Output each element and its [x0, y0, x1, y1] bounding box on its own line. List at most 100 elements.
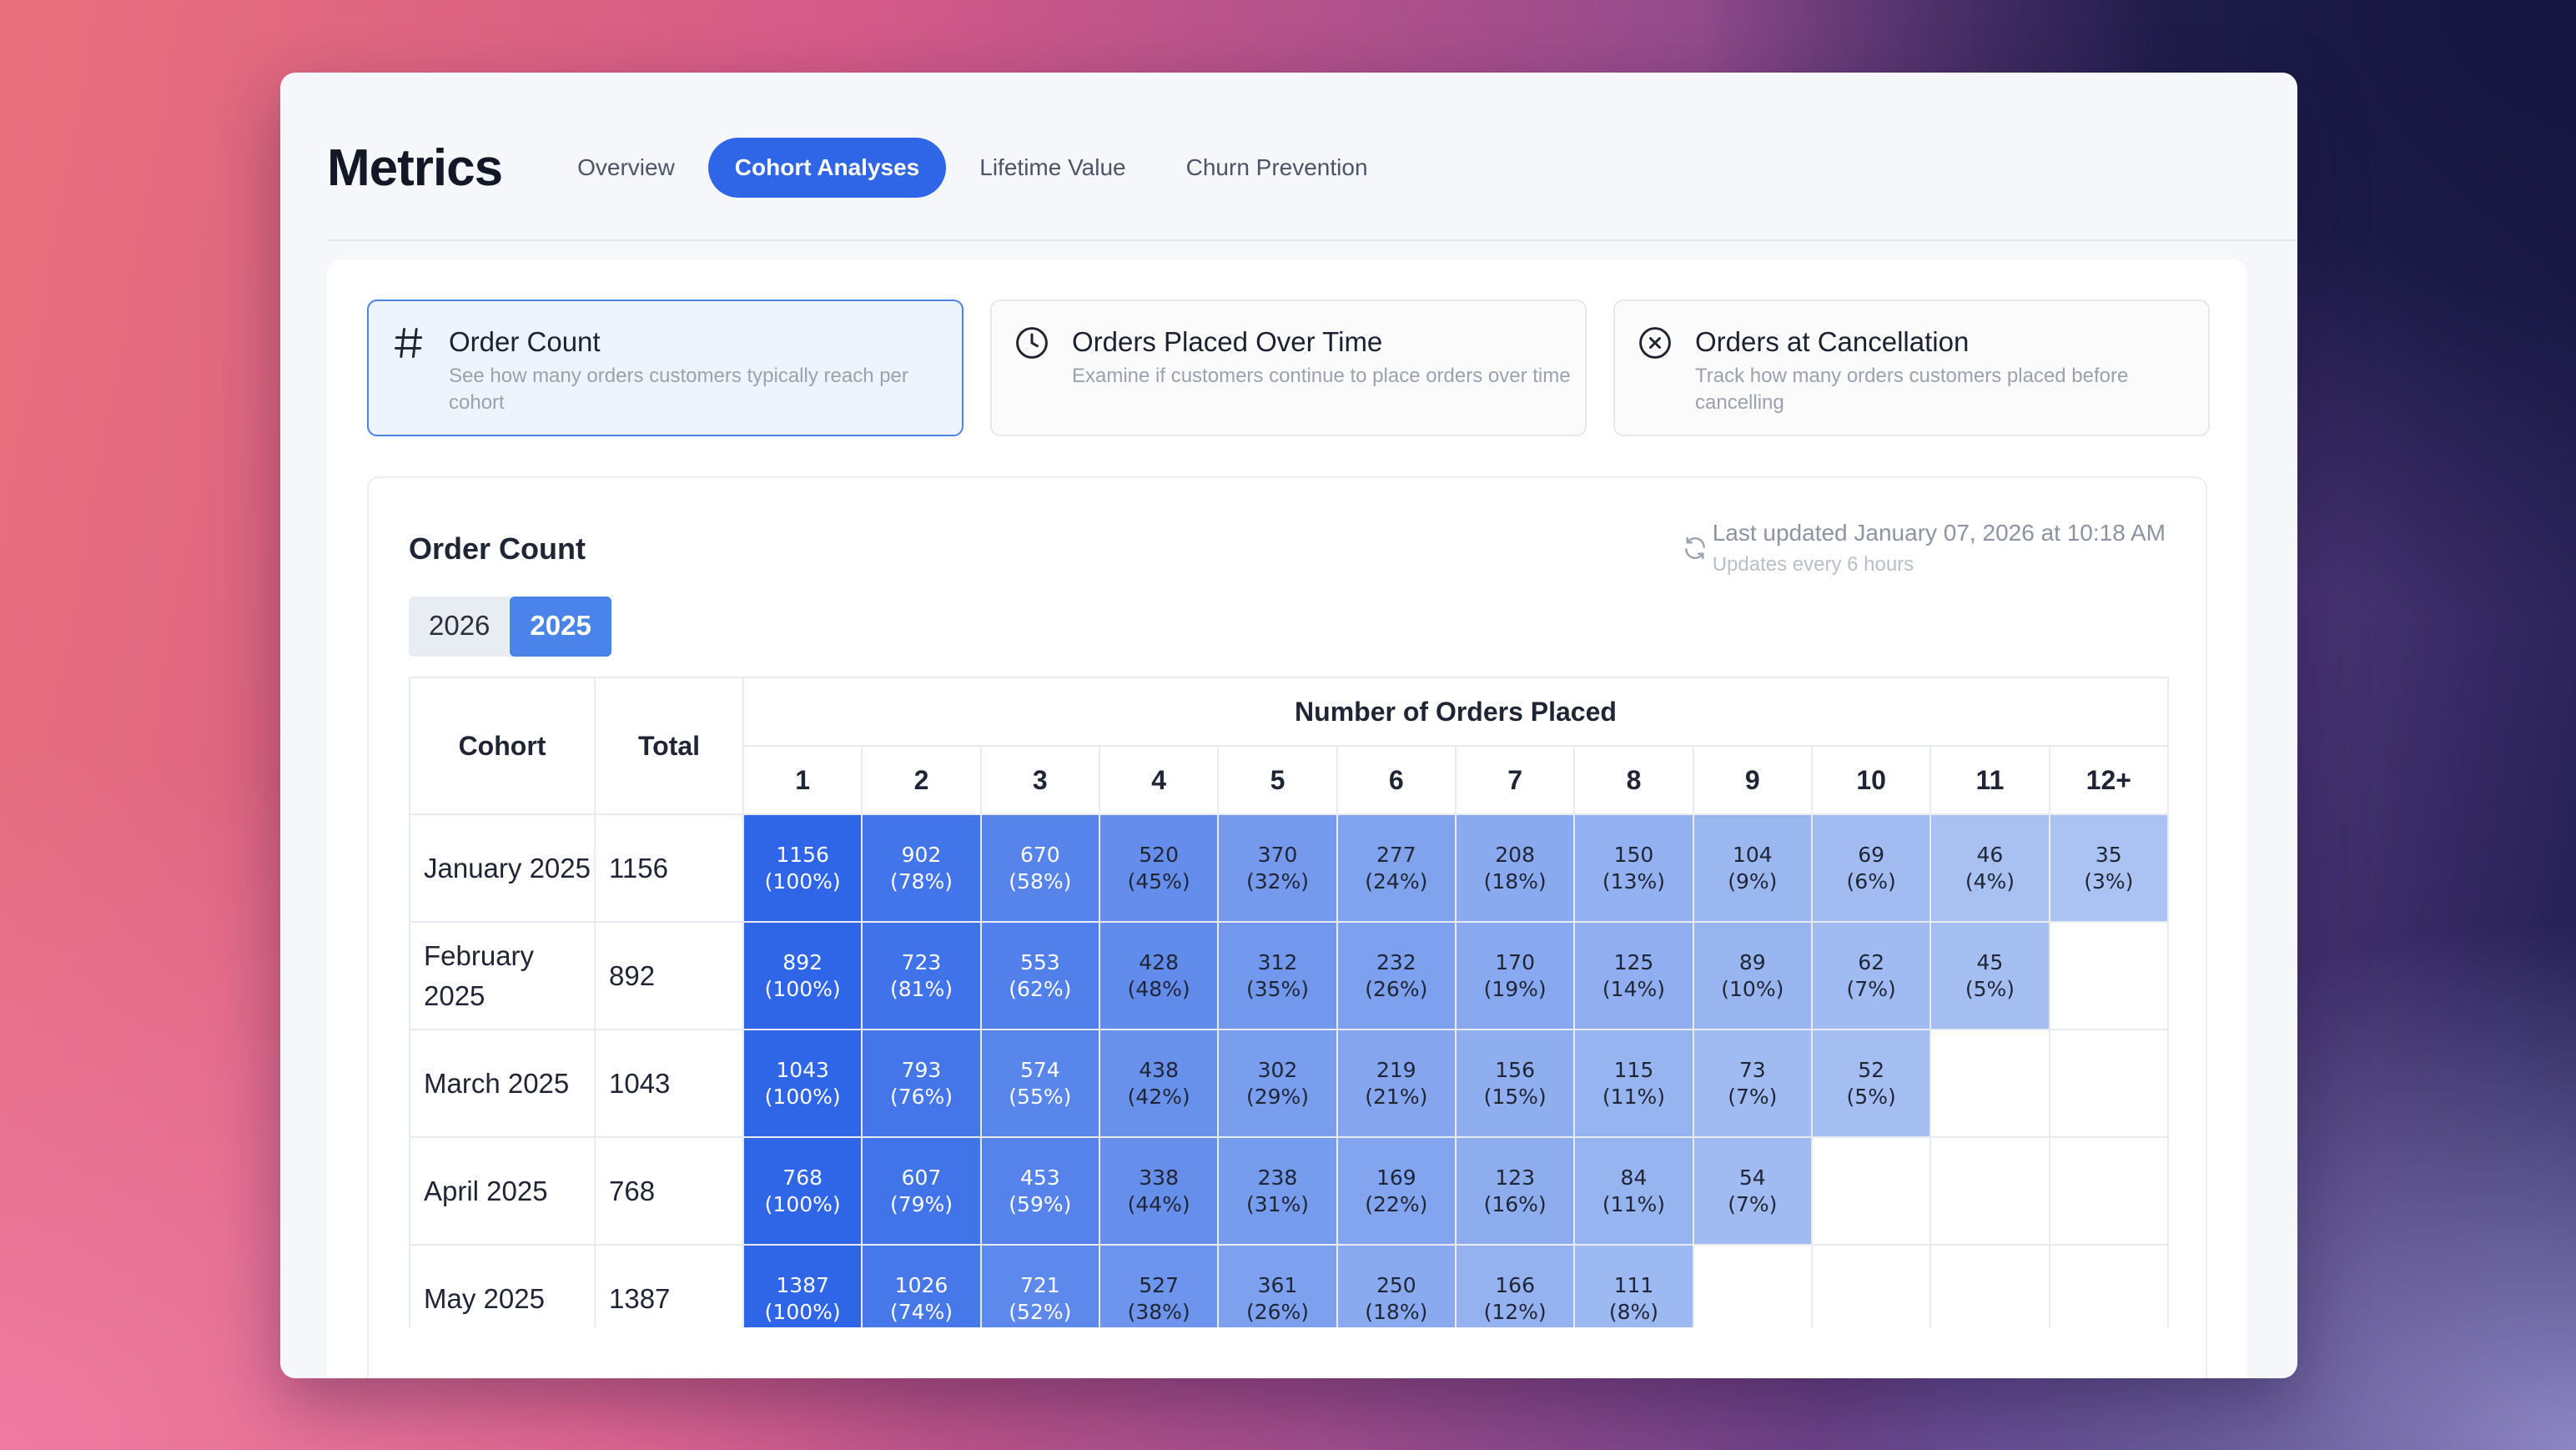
year-button-2025[interactable]: 2025	[510, 597, 611, 657]
tab-churn-prevention[interactable]: Churn Prevention	[1185, 154, 1368, 180]
tab-overview[interactable]: Overview	[577, 154, 675, 180]
heatmap-cell: 312 (35%)	[1217, 921, 1338, 1030]
heatmap-cell: 277 (24%)	[1336, 813, 1457, 923]
cell-percent: (11%)	[1602, 1084, 1665, 1109]
year-toggle: 2026 2025	[409, 597, 611, 657]
cell-count: 1387	[776, 1272, 829, 1297]
cell-count: 370	[1257, 842, 1298, 867]
clock-icon	[1016, 327, 1048, 359]
heatmap-cell: 302 (29%)	[1217, 1029, 1338, 1138]
cell-count: 302	[1257, 1057, 1298, 1082]
cohort-label: January 2025	[409, 813, 596, 923]
card-orders-over-time[interactable]: Orders Placed Over Time Examine if custo…	[990, 300, 1587, 436]
heatmap-cell: 670 (58%)	[979, 813, 1100, 923]
heatmap-cell: 453 (59%)	[979, 1136, 1100, 1246]
heatmap-cell: 125 (14%)	[1573, 921, 1694, 1030]
cell-percent: (11%)	[1602, 1191, 1665, 1216]
cohort-total: 768	[594, 1136, 744, 1246]
cell-percent: (45%)	[1127, 868, 1190, 894]
card-orders-at-cancellation[interactable]: Orders at Cancellation Track how many or…	[1613, 300, 2210, 436]
column-header-orders-5: 5	[1217, 745, 1338, 815]
tab-lifetime-value[interactable]: Lifetime Value	[979, 154, 1126, 180]
heatmap-cell: 238 (31%)	[1217, 1136, 1338, 1246]
last-updated-text: Last updated January 07, 2026 at 10:18 A…	[1712, 520, 2166, 546]
cell-percent: (81%)	[889, 976, 953, 1001]
tab-cohort-analyses[interactable]: Cohort Analyses	[707, 138, 947, 198]
cell-percent: (26%)	[1245, 1299, 1310, 1324]
heatmap-cell: 89 (10%)	[1692, 921, 1813, 1030]
year-button-2026[interactable]: 2026	[429, 610, 491, 641]
cell-count: 170	[1495, 949, 1535, 974]
empty-cell	[2048, 921, 2169, 1030]
cohort-total: 1156	[594, 813, 744, 923]
card-title: Orders at Cancellation	[1695, 326, 1970, 357]
cell-percent: (35%)	[1245, 976, 1310, 1001]
cell-percent: (15%)	[1483, 1084, 1547, 1109]
cell-count: 312	[1257, 949, 1298, 974]
app-title: Metrics	[327, 138, 503, 197]
heatmap-cell: 370 (32%)	[1217, 813, 1338, 923]
cell-percent: (44%)	[1127, 1191, 1190, 1216]
card-title: Order Count	[449, 326, 601, 357]
cell-count: 527	[1139, 1272, 1179, 1297]
card-description: Examine if customers continue to place o…	[1072, 365, 1571, 387]
report-cards: Order Count See how many orders customer…	[367, 300, 2210, 436]
cell-percent: (24%)	[1365, 868, 1428, 894]
cell-percent: (29%)	[1245, 1084, 1310, 1109]
cell-percent: (26%)	[1365, 976, 1428, 1001]
hash-icon	[394, 328, 423, 358]
content-panel: Order Count See how many orders customer…	[327, 259, 2247, 1378]
cell-count: 338	[1139, 1165, 1179, 1190]
cell-count: 166	[1495, 1272, 1535, 1297]
cell-percent: (100%)	[764, 1084, 841, 1109]
column-header-orders-8: 8	[1573, 745, 1694, 815]
card-order-count[interactable]: Order Count See how many orders customer…	[367, 300, 963, 436]
cell-count: 520	[1139, 842, 1179, 867]
cell-count: 1026	[894, 1272, 948, 1297]
heatmap-cell: 169 (22%)	[1336, 1136, 1457, 1246]
card-description: See how many orders customers typically …	[449, 365, 908, 414]
heatmap-cell: 111 (8%)	[1573, 1244, 1694, 1327]
cell-count: 156	[1495, 1057, 1535, 1082]
empty-cell	[1929, 1136, 2050, 1246]
cohort-label: May 2025	[409, 1244, 596, 1327]
card-description: Track how many orders customers placed b…	[1695, 365, 2129, 414]
column-header-orders-11: 11	[1929, 745, 2050, 815]
empty-cell	[2048, 1244, 2169, 1327]
heatmap-cell: 1026 (74%)	[861, 1244, 982, 1327]
order-number-header-row: 1 2 3 4 5 6 7 8 9 10 11 12+	[410, 745, 2169, 815]
empty-cell	[1692, 1244, 1813, 1327]
cell-count: 361	[1257, 1272, 1298, 1297]
cell-percent: (7%)	[1728, 1084, 1778, 1109]
cell-percent: (3%)	[2084, 868, 2134, 894]
cohort-total: 892	[594, 921, 744, 1030]
heatmap-cell: 166 (12%)	[1454, 1244, 1576, 1327]
heatmap-cell: 54 (7%)	[1692, 1136, 1813, 1246]
heatmap-cell: 438 (42%)	[1098, 1029, 1220, 1138]
column-header-orders-7: 7	[1454, 745, 1576, 815]
cell-count: 89	[1738, 949, 1766, 974]
heatmap-cell: 123 (16%)	[1454, 1136, 1576, 1246]
cohort-label: April 2025	[409, 1136, 596, 1246]
heatmap-cell: 721 (52%)	[979, 1244, 1100, 1327]
column-group-header: Number of Orders Placed	[742, 677, 2169, 747]
cell-percent: (31%)	[1245, 1191, 1310, 1216]
cell-percent: (5%)	[1965, 976, 2015, 1001]
cell-percent: (7%)	[1728, 1191, 1778, 1216]
cell-percent: (78%)	[889, 868, 953, 894]
cell-count: 723	[901, 949, 942, 974]
heatmap-cell: 62 (7%)	[1810, 921, 1932, 1030]
refresh-icon	[1685, 536, 1705, 560]
heatmap-cell: 84 (11%)	[1573, 1136, 1694, 1246]
table-row: May 2025 1387 1387 (100%) 1026 (74%) 721 (52%) 5…	[409, 1244, 2169, 1327]
column-header-orders-12: 12+	[2048, 745, 2169, 815]
heatmap-cell: 520 (45%)	[1098, 813, 1220, 923]
heatmap-cell: 892 (100%)	[742, 921, 863, 1030]
cell-percent: (5%)	[1846, 1084, 1896, 1109]
heatmap-cell: 104 (9%)	[1692, 813, 1813, 923]
heatmap-cell: 723 (81%)	[861, 921, 982, 1030]
cell-count: 232	[1376, 949, 1416, 974]
empty-cell	[1929, 1244, 2050, 1327]
